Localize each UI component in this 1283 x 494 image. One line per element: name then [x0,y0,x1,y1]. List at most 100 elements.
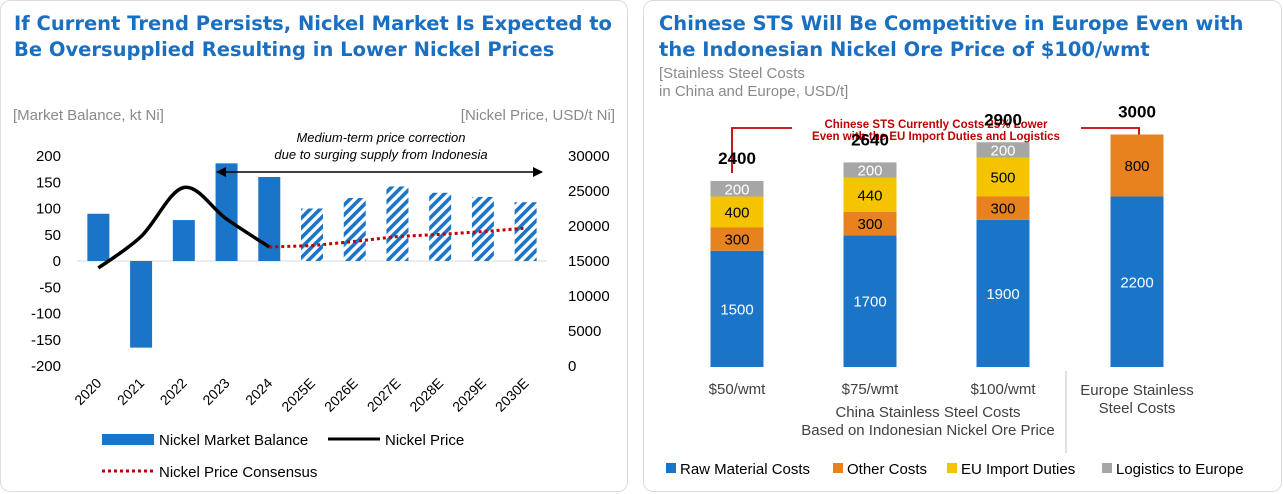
y-left-tick-label: 150 [36,174,61,191]
annotation-line-1: Medium-term price correction [296,130,465,145]
right-chart-panel: Chinese STS Will Be Competitive in Europ… [643,0,1282,492]
y-right-tick-label: 20000 [568,218,610,235]
left-axis-label: [Market Balance, kt Ni] [13,107,164,124]
x-tick-label: 2022 [157,375,190,408]
segment-value-label: 200 [990,143,1015,160]
segment-value-label: 1500 [720,301,753,318]
balance-bar-2029E [471,196,494,261]
balance-bar-2021 [130,261,153,348]
segment-value-label: 440 [857,187,882,204]
callout-line-2: Even with the EU Import Duties and Logis… [812,131,1060,143]
legend-swatch [1102,463,1112,473]
x-category-label: $75/wmt [842,381,900,398]
bar-total-label: 2900 [984,110,1022,129]
y-left-tick-label: -100 [31,306,61,323]
x-tick-label: 2030E [492,375,532,415]
segment-other-costs-3 [1110,134,1164,197]
segment-value-label: 300 [990,201,1015,218]
segment-value-label: 300 [857,216,882,233]
segment-raw-material-costs-0 [710,250,764,367]
legend-label-balance: Nickel Market Balance [159,432,308,449]
bar-total-label: 2400 [718,149,756,168]
group-china-line-1: China Stainless Steel Costs [835,404,1020,421]
left-chart-title: If Current Trend Persists, Nickel Market… [14,12,612,61]
bar-total-label: 3000 [1118,103,1156,122]
legend-swatch [947,463,957,473]
annotation-line-2: due to surging supply from Indonesia [274,147,487,162]
x-tick-label: 2029E [449,375,489,415]
price-consensus-line [269,226,526,249]
right-chart-title: Chinese STS Will Be Competitive in Europ… [659,12,1244,61]
segment-raw-material-costs-3 [1110,196,1164,367]
segment-value-label: 1700 [853,294,886,311]
y-left-tick-label: -150 [31,332,61,349]
legend-label: EU Import Duties [961,461,1075,478]
x-tick-label: 2024 [242,375,275,408]
segment-value-label: 800 [1124,158,1149,175]
stainless-cost-chart: Chinese STS Currently Costs 25% Lower Ev… [666,103,1244,478]
y-right-tick-label: 10000 [568,288,610,305]
segment-raw-material-costs-2 [976,219,1030,367]
balance-bar-2030E [514,202,537,261]
x-tick-label: 2020 [71,375,104,408]
legend-swatch-balance [102,434,154,445]
balance-bar-2022 [172,220,195,261]
subtitle-line-2: in China and Europe, USD/t] [659,83,849,100]
segment-value-label: 2200 [1120,274,1153,291]
right-axis-label: [Nickel Price, USD/t Ni] [460,107,615,124]
left-chart-panel: If Current Trend Persists, Nickel Market… [0,0,628,492]
legend-label: Other Costs [847,461,927,478]
segment-other-costs-1 [843,212,897,236]
segment-value-label: 300 [724,232,749,249]
balance-bar-2025E [301,208,323,261]
subtitle-line-1: [Stainless Steel Costs [659,65,805,82]
segment-value-label: 400 [724,205,749,222]
segment-value-label: 1900 [986,286,1019,303]
segment-logistics-to-europe-0 [710,181,764,197]
segment-value-label: 200 [857,163,882,180]
x-tick-label: 2021 [114,375,147,408]
nickel-balance-chart: 200 150 100 50 0 -50 -100 -150 -200 30000 25000 200… [31,130,610,481]
y-left-tick-label: 50 [44,227,61,244]
x-tick-label: 2027E [364,375,404,415]
y-right-tick-label: 0 [568,358,576,375]
x-tick-label: 2028E [406,375,446,415]
segment-eu-import-duties-0 [710,196,764,228]
segment-raw-material-costs-1 [843,235,897,367]
callout-left-bracket [731,127,792,173]
callout-line-1: Chinese STS Currently Costs 25% Lower [824,119,1048,131]
legend-label: Raw Material Costs [680,461,810,478]
balance-bar-2024 [258,177,281,261]
segment-eu-import-duties-2 [976,157,1030,197]
y-right-tick-label: 25000 [568,183,610,200]
x-category-label: $100/wmt [970,381,1036,398]
y-left-tick-label: 0 [53,253,61,270]
segment-other-costs-0 [710,227,764,251]
balance-bar-2020 [87,213,110,261]
y-right-tick-label: 15000 [568,253,610,270]
segment-logistics-to-europe-2 [976,142,1030,158]
y-right-tick-label: 5000 [568,323,601,340]
x-tick-label: 2026E [321,375,361,415]
legend-label: Logistics to Europe [1116,461,1244,478]
group-europe-line-1: Europe Stainless [1080,382,1193,399]
right-legend: Raw Material Costs Other Costs EU Import D… [666,461,1244,478]
y-left-tick-label: -200 [31,358,61,375]
y-right-tick-label: 30000 [568,148,610,165]
balance-bar-2027E [386,186,409,261]
legend-swatch [666,463,676,473]
balance-bar-2026E [343,198,366,261]
group-europe-line-2: Steel Costs [1099,400,1176,417]
y-left-tick-label: 200 [36,148,61,165]
legend-label-price: Nickel Price [385,432,464,449]
x-tick-label: 2023 [199,375,232,408]
right-chart-subtitle: [Stainless Steel Costs in China and Euro… [659,65,959,101]
x-tick-label: 2025E [278,375,318,415]
nickel-price-line [97,185,271,270]
left-legend: Nickel Market Balance Nickel Price Nicke… [102,432,464,481]
y-left-tick-label: -50 [39,279,61,296]
x-category-label: $50/wmt [709,381,767,398]
group-china-line-2: Based on Indonesian Nickel Ore Price [801,422,1054,439]
segment-other-costs-2 [976,196,1030,220]
legend-label-consensus: Nickel Price Consensus [159,464,317,481]
